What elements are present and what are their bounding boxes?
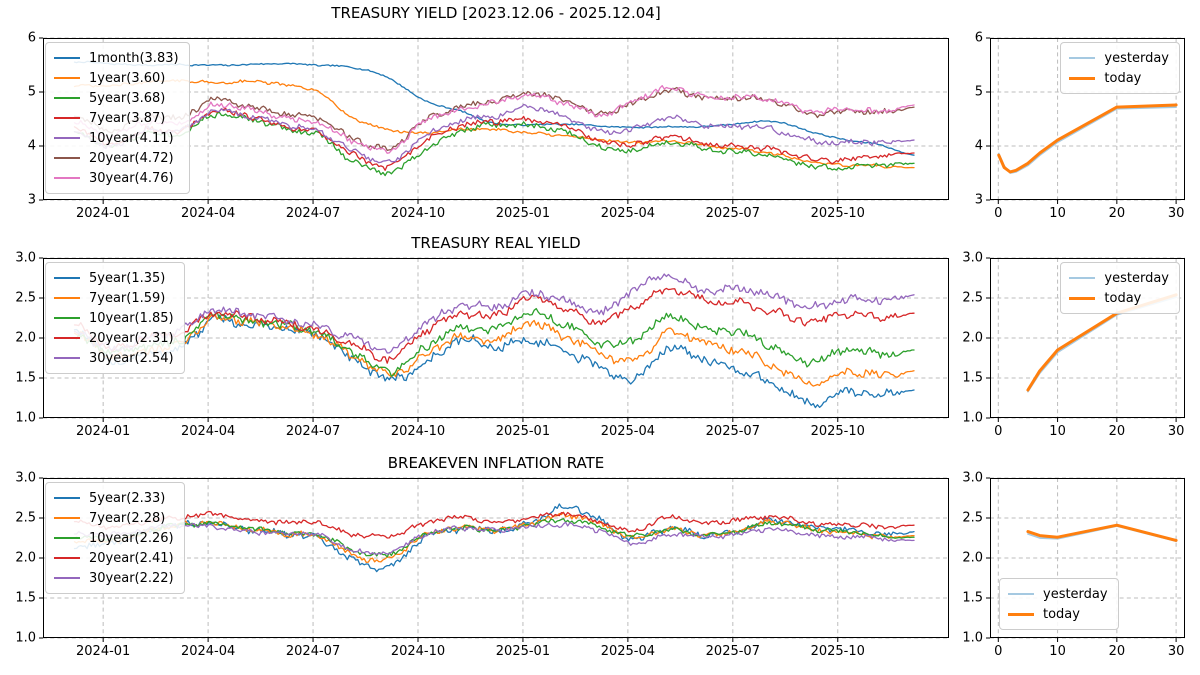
legend-item: 10year(1.85) xyxy=(54,308,174,328)
legend-item: today xyxy=(1069,68,1169,88)
legend-line-swatch xyxy=(54,357,80,359)
legend-line-swatch xyxy=(1069,76,1096,80)
legend-line-swatch xyxy=(1069,57,1096,59)
legend-line-swatch xyxy=(54,497,80,499)
legend-line-swatch xyxy=(54,577,80,579)
legend-label: 1year(3.60) xyxy=(89,70,166,86)
legend-line-swatch xyxy=(54,57,80,59)
legend-item: 10year(4.11) xyxy=(54,128,179,148)
legend-item: today xyxy=(1069,288,1169,308)
legend-label: 5year(1.35) xyxy=(89,270,166,286)
legend-breakeven-inflation-main: 5year(2.33) 7year(2.28) 10year(2.26) 20year… xyxy=(45,482,185,594)
legend-line-swatch xyxy=(54,337,80,339)
legend-label: 20year(4.72) xyxy=(89,150,174,166)
legend-item: yesterday xyxy=(1069,268,1169,288)
legend-label: 30year(2.54) xyxy=(89,350,174,366)
legend-line-swatch xyxy=(54,117,80,119)
legend-label: 10year(1.85) xyxy=(89,310,174,326)
legend-breakeven-curve-panel: yesterday today xyxy=(999,578,1119,630)
legend-item: 5year(1.35) xyxy=(54,268,174,288)
legend-label: 7year(3.87) xyxy=(89,110,166,126)
legend-label: yesterday xyxy=(1104,270,1169,286)
legend-item: 30year(2.54) xyxy=(54,348,174,368)
legend-line-swatch xyxy=(1069,277,1096,279)
legend-line-swatch xyxy=(54,537,80,539)
legend-item: 5year(2.33) xyxy=(54,488,174,508)
legend-yield-curve-panel: yesterday today xyxy=(1060,42,1180,94)
legend-label: today xyxy=(1104,70,1142,86)
chart-title-treasury-real-yield: TREASURY REAL YIELD xyxy=(411,234,581,252)
legend-item: 20year(4.72) xyxy=(54,148,179,168)
legend-label: 1month(3.83) xyxy=(89,50,179,66)
legend-item: 20year(2.31) xyxy=(54,328,174,348)
legend-item: 1year(3.60) xyxy=(54,68,179,88)
legend-line-swatch xyxy=(1008,593,1034,595)
legend-line-swatch xyxy=(54,277,80,279)
legend-treasury-real-yield-main: 5year(1.35) 7year(1.59) 10year(1.85) 20year… xyxy=(45,262,185,374)
legend-label: 5year(3.68) xyxy=(89,90,166,106)
legend-label: today xyxy=(1104,290,1142,306)
legend-line-swatch xyxy=(54,157,80,159)
legend-line-swatch xyxy=(1069,296,1096,300)
legend-label: 7year(1.59) xyxy=(89,290,166,306)
legend-label: 30year(2.22) xyxy=(89,570,174,586)
legend-label: 10year(4.11) xyxy=(89,130,174,146)
legend-label: 5year(2.33) xyxy=(89,490,166,506)
legend-line-swatch xyxy=(54,317,80,319)
legend-item: today xyxy=(1008,604,1108,624)
legend-label: 30year(4.76) xyxy=(89,170,174,186)
legend-line-swatch xyxy=(54,517,80,519)
legend-treasury-yield-main: 1month(3.83) 1year(3.60) 5year(3.68) 7year(… xyxy=(45,42,190,194)
legend-line-swatch xyxy=(1008,612,1034,616)
legend-item: 30year(4.76) xyxy=(54,168,179,188)
legend-item: 1month(3.83) xyxy=(54,48,179,68)
legend-item: 5year(3.68) xyxy=(54,88,179,108)
chart-title-treasury-yield: TREASURY YIELD [2023.12.06 - 2025.12.04] xyxy=(331,4,661,22)
legend-line-swatch xyxy=(54,97,80,99)
legend-label: 10year(2.26) xyxy=(89,530,174,546)
legend-label: today xyxy=(1043,606,1080,622)
legend-line-swatch xyxy=(54,557,80,559)
legend-line-swatch xyxy=(54,297,80,299)
legend-item: 7year(1.59) xyxy=(54,288,174,308)
legend-line-swatch xyxy=(54,137,80,139)
legend-label: 7year(2.28) xyxy=(89,510,166,526)
legend-item: 7year(3.87) xyxy=(54,108,179,128)
breakeven-curve-panel-chart xyxy=(955,468,1200,662)
legend-line-swatch xyxy=(54,77,80,79)
legend-real-yield-curve-panel: yesterday today xyxy=(1060,262,1180,314)
legend-item: yesterday xyxy=(1069,48,1169,68)
legend-label: yesterday xyxy=(1104,50,1169,66)
legend-label: yesterday xyxy=(1043,586,1108,602)
legend-item: 7year(2.28) xyxy=(54,508,174,528)
legend-item: 30year(2.22) xyxy=(54,568,174,588)
legend-label: 20year(2.41) xyxy=(89,550,174,566)
legend-item: 20year(2.41) xyxy=(54,548,174,568)
legend-item: yesterday xyxy=(1008,584,1108,604)
legend-item: 10year(2.26) xyxy=(54,528,174,548)
legend-label: 20year(2.31) xyxy=(89,330,174,346)
chart-title-breakeven-inflation: BREAKEVEN INFLATION RATE xyxy=(387,454,605,472)
legend-line-swatch xyxy=(54,177,80,179)
